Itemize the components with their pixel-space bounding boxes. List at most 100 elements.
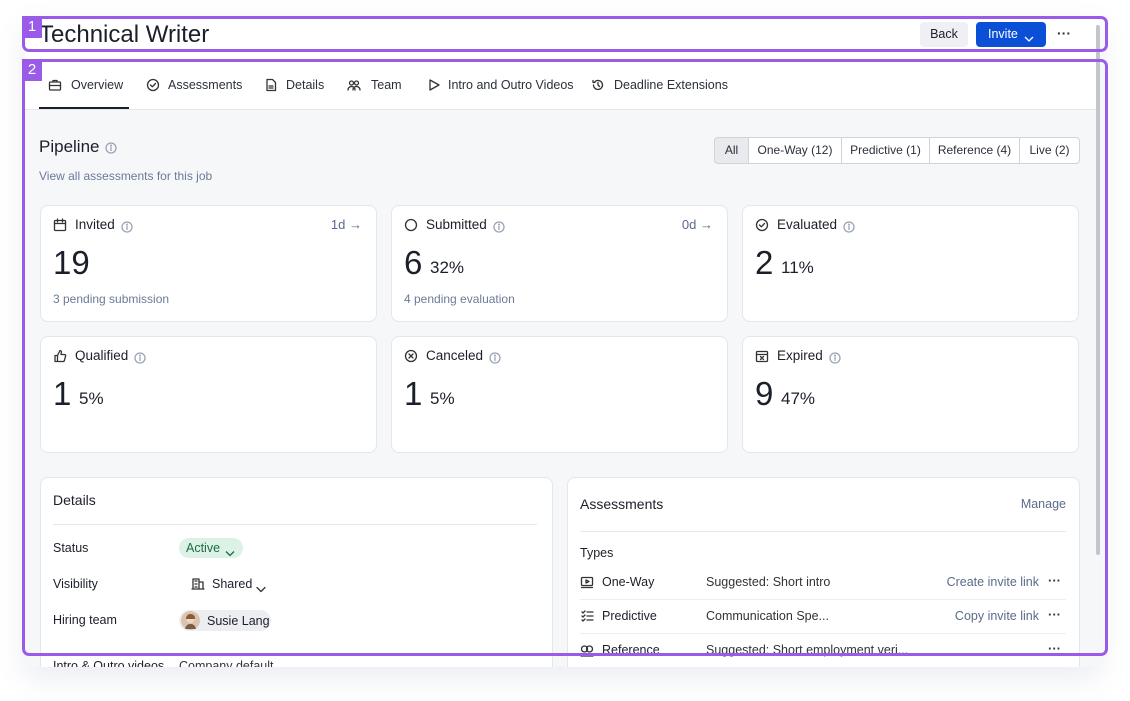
icon-shape	[149, 82, 157, 88]
tab[interactable]: Team	[371, 78, 402, 92]
icon-shape	[592, 79, 604, 91]
icon-shape	[191, 578, 205, 590]
icon-shape	[53, 218, 67, 232]
tab[interactable]: Deadline Extensions	[614, 78, 728, 92]
icon-shape	[843, 221, 855, 233]
stat-card	[40, 336, 377, 453]
manage-link[interactable]: Manage	[1020, 497, 1066, 511]
icon-shape	[497, 223, 501, 226]
status-pill[interactable]: Active	[179, 538, 243, 558]
invite-label: Invite	[988, 27, 1018, 41]
icon-shape	[581, 610, 594, 622]
person-pill[interactable]: Susie Lang	[179, 610, 271, 631]
back-button[interactable]: Back	[920, 22, 968, 47]
divider	[580, 599, 1066, 600]
icon-shape	[755, 218, 769, 232]
stat-trend[interactable]: 0d →	[681, 217, 713, 232]
invite-link[interactable]: Copy invite link	[954, 609, 1039, 623]
type-icon	[580, 643, 594, 657]
icon-shape	[191, 578, 205, 590]
view-all-link[interactable]: View all assessments for this job	[39, 169, 213, 183]
icon-shape	[181, 611, 200, 630]
chevron-icon	[256, 581, 266, 593]
tab[interactable]: Overview	[71, 78, 124, 92]
icon-shape	[404, 218, 418, 232]
filter-option[interactable]: One-Way (12)	[748, 137, 842, 164]
icon-shape	[429, 79, 440, 91]
tab-underline	[39, 107, 129, 109]
stat-label: Submitted	[426, 217, 487, 232]
stat-icon	[53, 218, 67, 232]
type-description: Communication Spe...	[706, 609, 829, 623]
section-title: Pipeline	[39, 137, 100, 156]
icon-shape	[146, 78, 160, 92]
field-label: Intro & Outro videos	[53, 659, 165, 667]
stat-percent: 32%	[430, 258, 465, 277]
tab-icon	[347, 78, 361, 92]
icon-shape	[833, 354, 837, 357]
info-icon	[843, 220, 855, 233]
tab-icon	[264, 78, 278, 92]
type-icon	[580, 609, 594, 623]
icon-shape	[134, 352, 146, 364]
filter-option[interactable]: Reference (4)	[929, 137, 1020, 164]
stat-sub: 3 pending submission	[53, 292, 170, 306]
icon-shape	[353, 80, 360, 86]
stat-icon	[755, 218, 769, 232]
info-icon	[134, 351, 146, 364]
row-more[interactable]: ···	[1048, 641, 1061, 656]
more-button[interactable]: ···	[1057, 25, 1071, 41]
stat-percent: 5%	[430, 389, 455, 408]
icon-shape	[489, 352, 501, 364]
tab[interactable]: Details	[286, 78, 325, 92]
row-more[interactable]: ···	[1048, 607, 1061, 622]
icon-shape	[225, 551, 235, 557]
icon-shape	[429, 79, 440, 91]
icon-shape	[121, 221, 133, 233]
icon-shape	[592, 79, 604, 91]
icon-shape	[489, 352, 501, 364]
stat-card	[742, 205, 1079, 322]
invite-link[interactable]: Create invite link	[946, 575, 1039, 589]
stat-card	[742, 336, 1079, 453]
stat-percent: 5%	[79, 389, 104, 408]
stat-value: 1	[53, 375, 72, 412]
icon-shape	[408, 353, 414, 359]
status-value: Active	[186, 541, 221, 555]
visibility-value[interactable]: Shared	[212, 577, 253, 591]
row-more[interactable]: ···	[1048, 573, 1061, 588]
building-icon	[191, 576, 205, 590]
stat-card	[391, 205, 728, 322]
stat-trend[interactable]: 1d →	[330, 217, 362, 232]
field-label: Visibility	[53, 577, 98, 591]
icon-shape	[404, 349, 418, 363]
person-name: Susie Lang	[207, 614, 270, 628]
stat-value: 2	[755, 244, 774, 281]
filter-option[interactable]: Live (2)	[1019, 137, 1080, 164]
icon-shape	[404, 218, 418, 232]
tab-icon	[48, 78, 62, 92]
stat-icon	[755, 349, 769, 363]
invite-button[interactable]: Invite	[976, 22, 1046, 47]
tab[interactable]: Assessments	[168, 78, 243, 92]
icon-shape	[347, 85, 361, 91]
tab[interactable]: Intro and Outro Videos	[448, 78, 574, 92]
icon-shape	[755, 353, 769, 361]
stat-label: Expired	[777, 348, 823, 363]
filter-option[interactable]: Predictive (1)	[841, 137, 930, 164]
icon-shape	[54, 349, 67, 363]
annotation-box	[22, 16, 1108, 52]
icon-shape	[829, 352, 841, 364]
info-icon	[829, 351, 841, 364]
types-label: Types	[580, 546, 614, 560]
stat-percent: 47%	[781, 389, 816, 408]
info-icon	[121, 220, 133, 233]
filter-option[interactable]: All	[714, 137, 749, 164]
icon-shape	[758, 222, 766, 228]
chevron-icon	[1024, 30, 1034, 42]
icon-shape	[847, 223, 851, 226]
details-card	[40, 477, 553, 667]
icon-shape	[266, 78, 277, 92]
icon-shape	[755, 350, 769, 363]
